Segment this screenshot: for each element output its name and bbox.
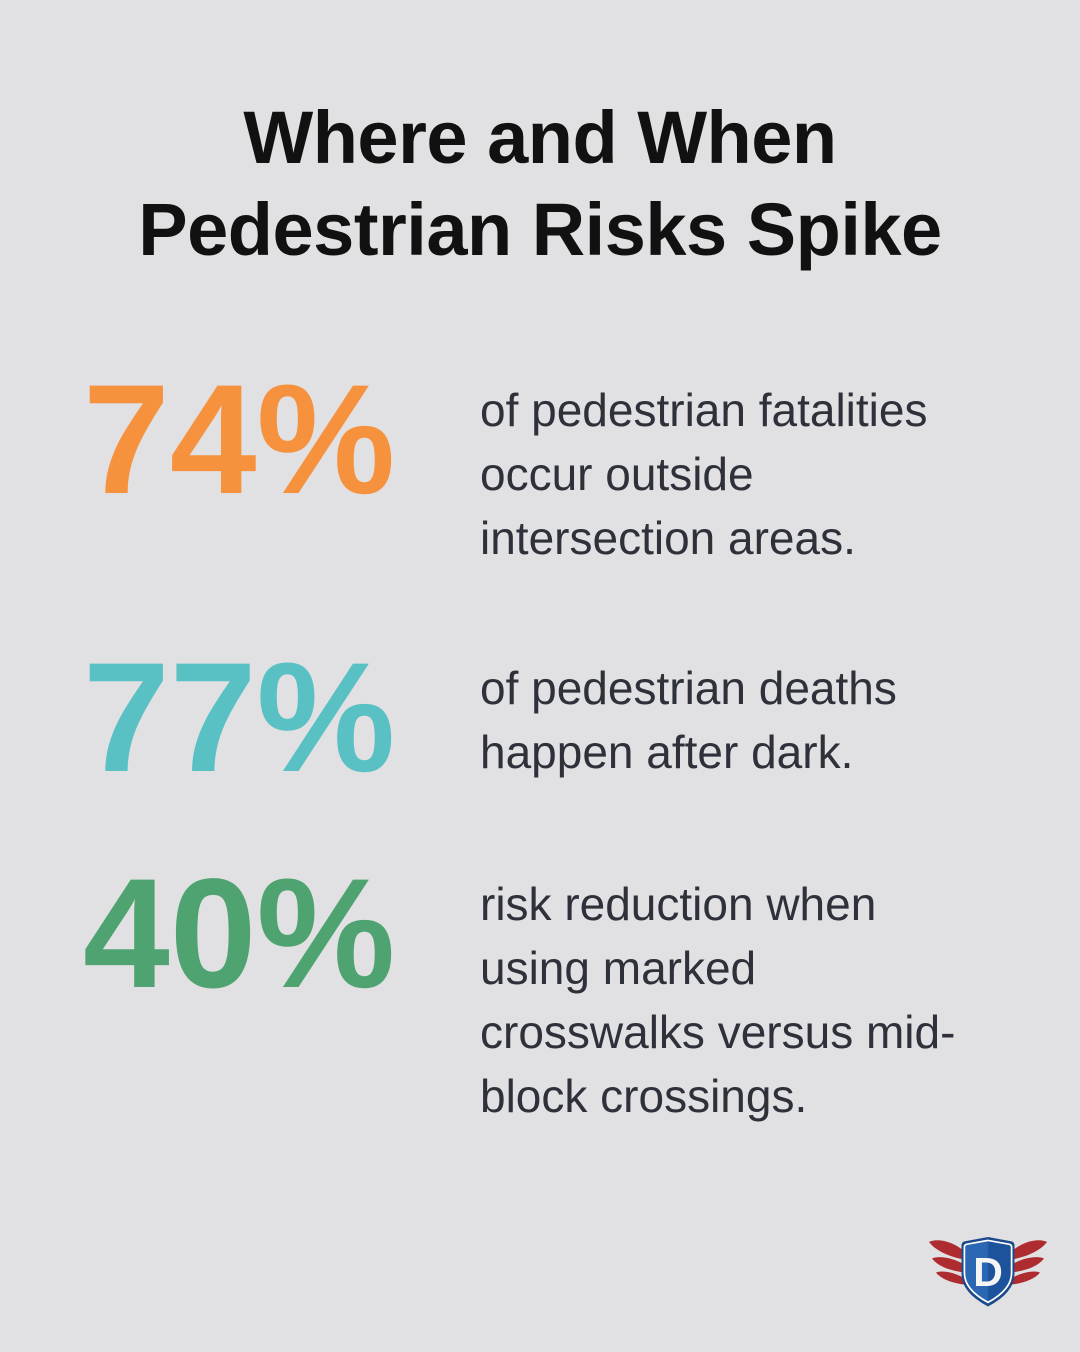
brand-logo: D: [928, 1236, 1048, 1308]
title-line-1: Where and When: [243, 96, 837, 179]
right-wing-icon: [1012, 1240, 1047, 1285]
stat-description: risk reduction when using marked crosswa…: [480, 878, 956, 1122]
stat-value: 40%: [83, 847, 396, 1021]
stat-description: of pedestrian fatalities occur outside i…: [480, 384, 928, 564]
page-title: Where and When Pedestrian Risks Spike: [0, 0, 1080, 276]
stat-value: 77%: [83, 631, 396, 805]
shield-icon: D: [961, 1237, 1015, 1307]
left-wing-icon: [929, 1240, 964, 1285]
stat-row-crosswalk-risk-reduction: 40% risk reduction when using marked cro…: [83, 856, 1000, 1128]
title-line-2: Pedestrian Risks Spike: [138, 187, 942, 271]
stat-description: of pedestrian deaths happen after dark.: [480, 662, 897, 778]
shield-wings-logo-icon: D: [929, 1237, 1047, 1307]
stat-row-outside-intersections: 74% of pedestrian fatalities occur outsi…: [83, 362, 1000, 570]
stat-value: 74%: [83, 353, 396, 527]
stat-row-after-dark: 77% of pedestrian deaths happen after da…: [83, 640, 1000, 796]
shield-letter: D: [973, 1249, 1003, 1295]
